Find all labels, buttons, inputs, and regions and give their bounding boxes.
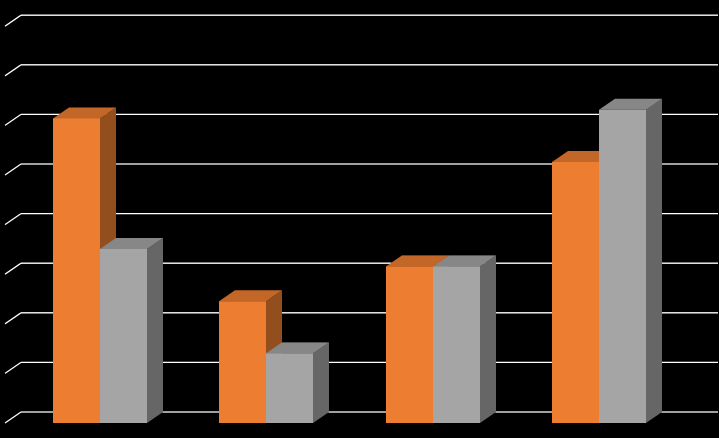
bars xyxy=(53,98,662,424)
bar-front xyxy=(599,109,646,424)
bar-top xyxy=(433,255,496,267)
bar-front xyxy=(552,162,599,423)
bar-front xyxy=(266,353,313,423)
bar-side xyxy=(646,98,662,424)
gridline-depth xyxy=(4,262,22,275)
bar xyxy=(100,238,163,423)
gridline-depth xyxy=(4,163,22,176)
bar-top xyxy=(386,255,449,267)
bar xyxy=(599,98,662,424)
bar-front xyxy=(53,118,100,423)
bar xyxy=(266,342,329,423)
bar-side xyxy=(480,255,496,423)
bar-front xyxy=(433,266,480,423)
bar xyxy=(433,255,496,423)
bar-top xyxy=(219,290,282,302)
bar-side xyxy=(313,342,329,423)
bar-top xyxy=(100,238,163,249)
gridline-depth xyxy=(4,113,22,126)
bar-side xyxy=(147,238,163,423)
gridline-depth xyxy=(4,361,22,374)
gridline-depth xyxy=(4,312,22,325)
bar-top xyxy=(53,107,116,119)
gridline-depth xyxy=(4,411,22,424)
bar-front xyxy=(219,301,266,423)
bar-top xyxy=(266,342,329,354)
gridline-depth xyxy=(4,14,22,27)
bar-front xyxy=(100,249,147,423)
gridline-depth xyxy=(4,213,22,226)
bar-front xyxy=(386,266,433,423)
bar-top xyxy=(599,98,662,110)
gridline-depth xyxy=(4,64,22,77)
